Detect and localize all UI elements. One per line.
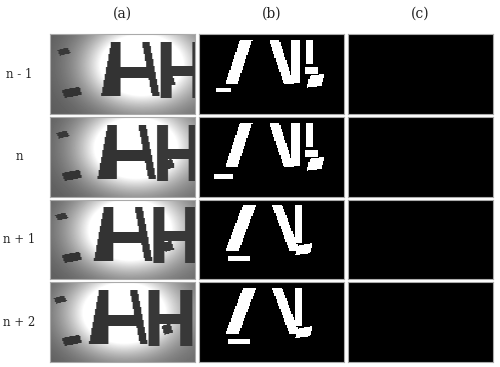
Text: n: n	[16, 150, 23, 163]
Text: (a): (a)	[112, 7, 132, 21]
Text: n + 1: n + 1	[3, 233, 35, 246]
Text: n + 2: n + 2	[3, 316, 35, 328]
Text: n - 1: n - 1	[6, 68, 32, 81]
Text: (b): (b)	[262, 7, 281, 21]
Text: (c): (c)	[411, 7, 430, 21]
